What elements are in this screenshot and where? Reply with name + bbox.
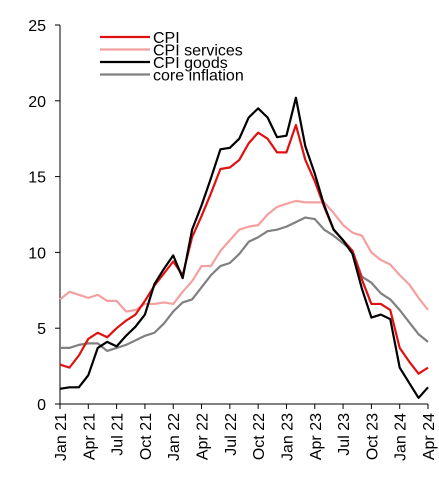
y-tick-label: 0 [37, 397, 46, 414]
x-tick-label: Apr 22 [195, 413, 212, 460]
y-tick-label: 5 [37, 321, 46, 338]
x-tick-label: Jul 22 [223, 413, 240, 456]
legend-label: CPI [153, 30, 180, 47]
legend-label: CPI services [153, 43, 243, 60]
x-tick-label: Jan 23 [279, 413, 296, 461]
x-tick-label: Oct 22 [251, 413, 268, 460]
x-tick-label: Oct 21 [138, 413, 155, 460]
x-tick-label: Apr 24 [421, 413, 438, 460]
x-tick-label: Oct 23 [364, 413, 381, 460]
y-tick-label: 15 [28, 170, 46, 187]
y-tick-label: 10 [28, 245, 46, 262]
x-tick-label: Jan 24 [393, 413, 410, 461]
y-tick-label: 25 [28, 18, 46, 35]
x-tick-label: Jan 22 [166, 413, 183, 461]
x-tick-label: Apr 23 [308, 413, 325, 460]
x-tick-label: Jan 21 [53, 413, 70, 461]
legend-label: CPI goods [153, 55, 228, 72]
series-line [59, 199, 429, 313]
series-line [60, 216, 429, 353]
x-tick-label: Apr 21 [81, 413, 98, 460]
series-line [59, 123, 429, 375]
legend-label: core inflation [153, 68, 244, 85]
series-line [59, 96, 429, 400]
x-tick-label: Jul 21 [110, 413, 127, 456]
x-tick-label: Jul 23 [336, 413, 353, 456]
y-tick-label: 20 [28, 94, 46, 111]
